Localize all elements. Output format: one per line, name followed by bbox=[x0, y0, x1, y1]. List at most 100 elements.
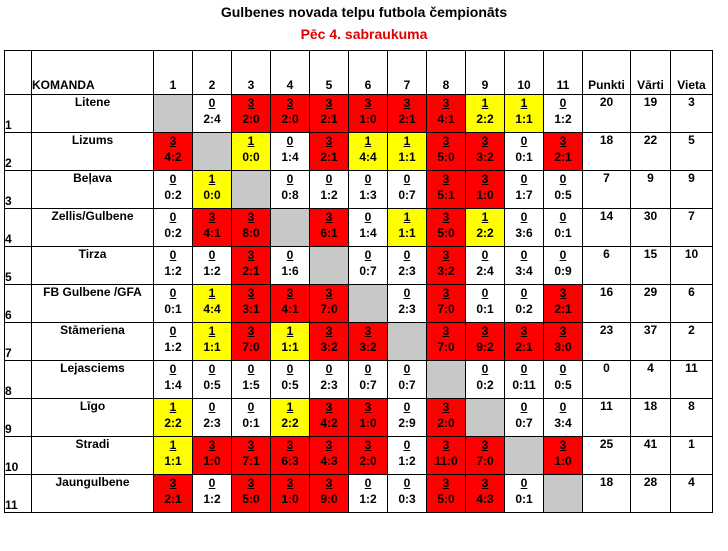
match-points: 0 bbox=[169, 248, 177, 262]
match-result-cell: 0 0:11 bbox=[504, 360, 544, 399]
match-score: 2:0 bbox=[242, 112, 260, 126]
match-points: 3 bbox=[481, 438, 489, 452]
table-row: 8 Lejasciems 0 1:4 0 0:5 0 1:5 0 0:5 0 2:3 0 0:7 0 0:7 0… bbox=[4, 360, 713, 399]
match-score: 0:7 bbox=[515, 416, 533, 430]
match-result-cell: 1 0:0 bbox=[231, 132, 271, 171]
goals-cell: 18 bbox=[630, 398, 671, 437]
match-result-cell: 0 2:4 bbox=[465, 246, 505, 285]
row-index: 6 bbox=[4, 284, 32, 323]
points-cell: 25 bbox=[582, 436, 631, 475]
match-score: 2:2 bbox=[476, 112, 494, 126]
match-result-cell: 3 2:1 bbox=[387, 94, 427, 133]
match-points: 3 bbox=[559, 134, 567, 148]
match-result-cell: 1 1:1 bbox=[153, 436, 193, 475]
match-points: 3 bbox=[247, 438, 255, 452]
page-title: Gulbenes novada telpu futbola čempionāts bbox=[220, 4, 508, 20]
match-points: 0 bbox=[208, 476, 216, 490]
match-result-cell: 3 4:1 bbox=[426, 94, 466, 133]
match-points: 0 bbox=[169, 324, 177, 338]
team-name: Beļava bbox=[31, 170, 154, 209]
place-cell: 4 bbox=[670, 474, 713, 513]
self-match-cell bbox=[153, 94, 193, 133]
match-score: 4:1 bbox=[281, 302, 299, 316]
header-col-5: 5 bbox=[309, 50, 349, 95]
goals-cell: 9 bbox=[630, 170, 671, 209]
match-points: 3 bbox=[364, 438, 372, 452]
match-score: 7:0 bbox=[476, 454, 494, 468]
match-score: 1:2 bbox=[203, 492, 221, 506]
match-points: 0 bbox=[169, 286, 177, 300]
goals-cell: 22 bbox=[630, 132, 671, 171]
match-result-cell: 3 6:3 bbox=[270, 436, 310, 475]
match-points: 0 bbox=[208, 248, 216, 262]
match-result-cell: 0 0:1 bbox=[465, 284, 505, 323]
match-points: 3 bbox=[325, 476, 333, 490]
match-result-cell: 3 2:1 bbox=[543, 132, 583, 171]
match-points: 1 bbox=[169, 400, 177, 414]
table-row: 1 Litene 0 2:4 3 2:0 3 2:0 3 2:1 3 1:0 3 2:1 3 4:1 1 2:2 1… bbox=[4, 94, 713, 133]
match-points: 0 bbox=[364, 172, 372, 186]
row-index: 1 bbox=[4, 94, 32, 133]
match-result-cell: 1 1:1 bbox=[387, 208, 427, 247]
match-result-cell: 3 5:1 bbox=[426, 170, 466, 209]
match-result-cell: 0 0:5 bbox=[543, 360, 583, 399]
match-result-cell: 3 7:0 bbox=[426, 284, 466, 323]
goals-cell: 15 bbox=[630, 246, 671, 285]
match-score: 4:2 bbox=[320, 416, 338, 430]
match-result-cell: 0 1:2 bbox=[153, 322, 193, 361]
match-score: 7:1 bbox=[242, 454, 260, 468]
header-col-2: 2 bbox=[192, 50, 232, 95]
match-score: 2:1 bbox=[554, 302, 572, 316]
match-score: 1:4 bbox=[281, 150, 299, 164]
match-points: 3 bbox=[442, 134, 450, 148]
header-col-1: 1 bbox=[153, 50, 193, 95]
match-score: 2:1 bbox=[320, 112, 338, 126]
match-score: 1:2 bbox=[398, 454, 416, 468]
match-points: 3 bbox=[247, 96, 255, 110]
match-score: 7:0 bbox=[437, 340, 455, 354]
match-score: 0:5 bbox=[554, 378, 572, 392]
match-points: 0 bbox=[364, 476, 372, 490]
match-result-cell: 3 2:1 bbox=[504, 322, 544, 361]
place-cell: 11 bbox=[670, 360, 713, 399]
match-points: 3 bbox=[247, 324, 255, 338]
match-result-cell: 3 2:0 bbox=[348, 436, 388, 475]
match-points: 3 bbox=[442, 400, 450, 414]
match-result-cell: 3 2:1 bbox=[309, 94, 349, 133]
match-result-cell: 3 4:1 bbox=[192, 208, 232, 247]
match-points: 0 bbox=[247, 362, 255, 376]
match-result-cell: 0 1:4 bbox=[270, 132, 310, 171]
match-result-cell: 0 3:4 bbox=[543, 398, 583, 437]
match-points: 0 bbox=[559, 400, 567, 414]
standings-table: KOMANDA 1 2 3 4 5 6 7 8 9 10 11 Punkti V… bbox=[4, 50, 713, 513]
match-result-cell: 0 0:2 bbox=[153, 170, 193, 209]
match-score: 1:0 bbox=[359, 112, 377, 126]
match-points: 0 bbox=[286, 248, 294, 262]
match-result-cell: 0 0:8 bbox=[270, 170, 310, 209]
match-points: 0 bbox=[520, 476, 528, 490]
match-score: 1:2 bbox=[320, 188, 338, 202]
match-result-cell: 0 1:2 bbox=[348, 474, 388, 513]
match-score: 9:0 bbox=[320, 492, 338, 506]
match-points: 3 bbox=[247, 286, 255, 300]
match-score: 0:3 bbox=[398, 492, 416, 506]
match-score: 5:0 bbox=[437, 492, 455, 506]
match-score: 3:2 bbox=[476, 150, 494, 164]
match-result-cell: 0 1:2 bbox=[192, 474, 232, 513]
match-result-cell: 3 8:0 bbox=[231, 208, 271, 247]
match-result-cell: 0 0:7 bbox=[387, 170, 427, 209]
match-result-cell: 0 0:5 bbox=[192, 360, 232, 399]
match-result-cell: 3 7:0 bbox=[231, 322, 271, 361]
match-points: 3 bbox=[325, 438, 333, 452]
match-points: 0 bbox=[325, 362, 333, 376]
row-index: 2 bbox=[4, 132, 32, 171]
match-points: 0 bbox=[520, 210, 528, 224]
header-col-10: 10 bbox=[504, 50, 544, 95]
match-result-cell: 0 0:7 bbox=[348, 246, 388, 285]
match-score: 8:0 bbox=[242, 226, 260, 240]
row-index: 4 bbox=[4, 208, 32, 247]
match-points: 3 bbox=[403, 96, 411, 110]
match-result-cell: 3 9:0 bbox=[309, 474, 349, 513]
match-score: 2:9 bbox=[398, 416, 416, 430]
header-points: Punkti bbox=[582, 50, 631, 95]
